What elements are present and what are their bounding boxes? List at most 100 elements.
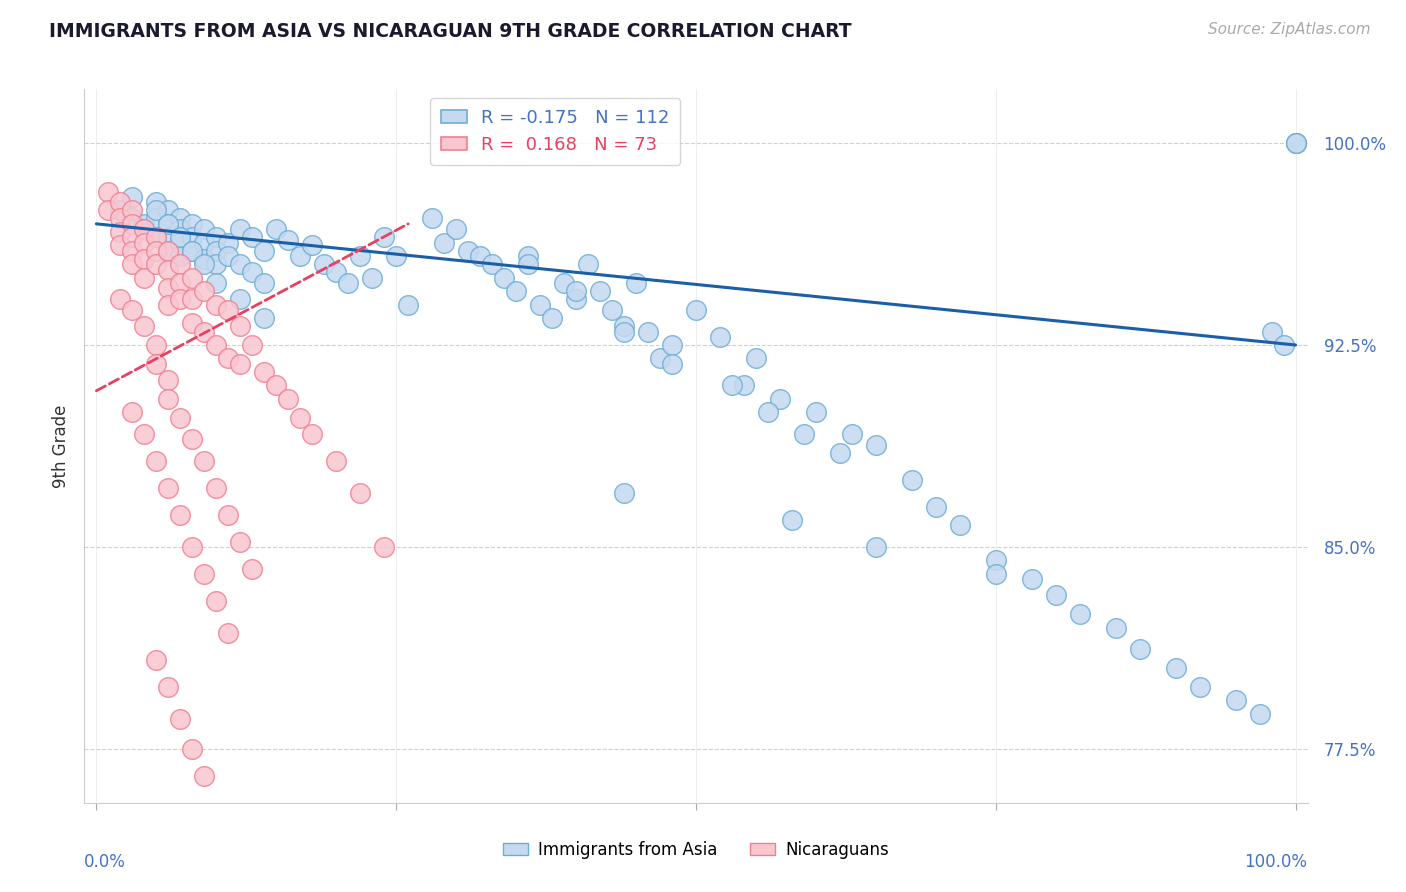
Point (229, 357, 252, 371)
Point (181, 217, 204, 231)
Point (169, 211, 191, 226)
Point (253, 365, 276, 379)
Point (433, 235, 456, 250)
Point (1272, 338, 1295, 352)
Point (314, 257, 336, 271)
Point (229, 319, 252, 334)
Point (145, 338, 167, 352)
Point (865, 540, 887, 554)
Text: 100.0%: 100.0% (1244, 853, 1308, 871)
Point (589, 284, 612, 298)
Point (157, 680, 180, 694)
Point (468, 249, 491, 263)
Point (205, 230, 228, 244)
Point (494, 270, 516, 285)
Point (457, 244, 479, 258)
Point (361, 270, 384, 285)
Point (325, 265, 347, 279)
Point (733, 378, 755, 392)
Point (1021, 572, 1043, 586)
Point (780, 513, 803, 527)
Point (1284, 136, 1306, 150)
Point (145, 230, 167, 244)
Point (193, 222, 215, 236)
Point (157, 203, 180, 218)
Point (217, 626, 239, 640)
Y-axis label: 9th Grade: 9th Grade (52, 404, 70, 488)
Point (349, 486, 371, 500)
Point (217, 235, 239, 250)
Point (97, 203, 120, 218)
Point (517, 249, 540, 263)
Point (121, 244, 143, 258)
Point (145, 357, 167, 371)
Point (1069, 607, 1091, 622)
Point (193, 235, 215, 250)
Point (769, 392, 792, 406)
Legend: Immigrants from Asia, Nicaraguans: Immigrants from Asia, Nicaraguans (496, 835, 896, 866)
Point (205, 298, 228, 312)
Point (240, 561, 263, 575)
Point (145, 244, 167, 258)
Point (110, 203, 132, 218)
Point (373, 540, 395, 554)
Point (1260, 325, 1282, 339)
Point (181, 540, 204, 554)
Point (290, 249, 312, 263)
Point (134, 222, 156, 236)
Point (169, 222, 191, 236)
Point (1045, 589, 1067, 603)
Point (804, 405, 827, 419)
Text: 0.0%: 0.0% (84, 853, 127, 871)
Point (541, 311, 564, 326)
Point (193, 257, 215, 271)
Point (229, 257, 252, 271)
Point (205, 481, 228, 495)
Point (240, 338, 263, 352)
Point (121, 217, 143, 231)
Point (121, 211, 143, 226)
Point (1225, 693, 1247, 707)
Point (193, 284, 215, 298)
Point (337, 276, 360, 290)
Point (145, 203, 167, 218)
Point (169, 235, 191, 250)
Point (984, 566, 1007, 581)
Point (181, 432, 204, 446)
Point (205, 244, 228, 258)
Point (661, 338, 683, 352)
Point (145, 653, 167, 667)
Point (134, 252, 156, 266)
Point (613, 486, 636, 500)
Point (420, 211, 443, 226)
Point (157, 392, 180, 406)
Point (529, 298, 551, 312)
Point (1164, 661, 1187, 675)
Point (600, 303, 623, 318)
Point (240, 265, 263, 279)
Point (229, 222, 252, 236)
Point (157, 298, 180, 312)
Point (181, 317, 204, 331)
Point (157, 281, 180, 295)
Point (301, 426, 323, 441)
Point (1188, 680, 1211, 694)
Point (181, 230, 204, 244)
Point (613, 325, 636, 339)
Point (157, 481, 180, 495)
Point (613, 319, 636, 334)
Point (290, 410, 312, 425)
Point (901, 473, 924, 487)
Point (325, 454, 347, 468)
Text: IMMIGRANTS FROM ASIA VS NICARAGUAN 9TH GRADE CORRELATION CHART: IMMIGRANTS FROM ASIA VS NICARAGUAN 9TH G… (49, 22, 852, 41)
Point (193, 325, 215, 339)
Point (1129, 642, 1152, 657)
Point (169, 508, 191, 522)
Point (205, 276, 228, 290)
Point (157, 217, 180, 231)
Point (624, 276, 647, 290)
Point (121, 405, 143, 419)
Point (396, 298, 419, 312)
Point (229, 534, 252, 549)
Point (145, 195, 167, 210)
